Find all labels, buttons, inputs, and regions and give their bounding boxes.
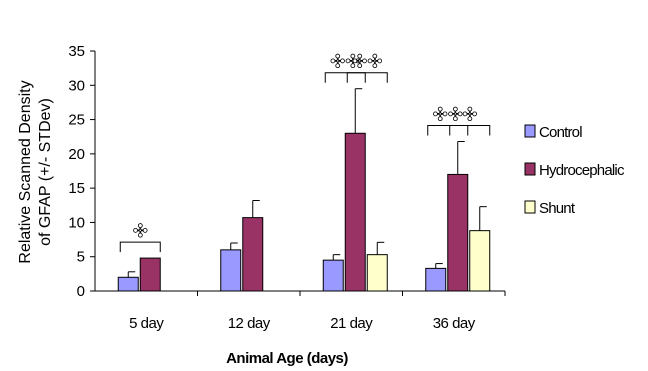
bar-hydrocephalic-2 xyxy=(344,132,366,292)
legend-label: Control xyxy=(539,124,582,141)
bar-hydrocephalic-3 xyxy=(447,173,469,292)
significance-marker: ✣✣ xyxy=(433,105,463,126)
y-tick-label: 15 xyxy=(68,180,85,197)
x-axis-ticks: 5 day 12 day 21 day 36 day xyxy=(129,291,506,332)
bar-control-0 xyxy=(117,276,139,292)
bar-control-2 xyxy=(322,259,344,292)
y-tick-label: 30 xyxy=(68,77,85,94)
legend: Control Hydrocephalic Shunt xyxy=(524,124,626,217)
legend-label: Shunt xyxy=(539,200,576,217)
legend-item-control: Control xyxy=(524,124,583,141)
legend-label: Hydrocephalic xyxy=(539,162,625,179)
significance-bracket-line xyxy=(324,72,366,83)
y-axis-title-line-1: Relative Scanned Density xyxy=(17,80,34,263)
y-tick-label: 20 xyxy=(68,146,85,163)
legend-swatch xyxy=(524,124,536,138)
significance-bracket: ✣✣ xyxy=(346,51,388,83)
significance-bracket-line xyxy=(119,241,161,253)
y-tick-label: 35 xyxy=(68,43,85,60)
y-tick-label: 0 xyxy=(77,283,85,300)
x-tick-label: 36 day xyxy=(433,315,476,332)
bar-shunt-2 xyxy=(366,254,388,292)
y-axis-ticks: 0 5 10 15 20 25 30 35 xyxy=(68,43,95,300)
significance-marker: ✣ xyxy=(462,105,477,126)
significance-bracket: ✣✣ xyxy=(427,104,469,136)
legend-swatch xyxy=(524,200,536,214)
bar-control-1 xyxy=(220,249,242,292)
y-tick-label: 25 xyxy=(68,112,85,129)
legend-item-hydrocephalic: Hydrocephalic xyxy=(524,162,626,179)
y-axis-title: Relative Scanned Density of GFAP (+/- ST… xyxy=(17,80,54,263)
plot-area: ✣✣✣✣✣✣✣ ✣ xyxy=(94,51,505,292)
x-tick-label: 5 day xyxy=(129,315,164,332)
significance-bracket: ✣ xyxy=(119,221,161,253)
significance-bracket: ✣✣ xyxy=(324,51,366,83)
bar-hydrocephalic-1 xyxy=(242,217,264,292)
y-tick-label: 5 xyxy=(77,249,85,266)
significance-bracket-line xyxy=(427,125,469,136)
y-tick-label: 10 xyxy=(68,214,85,231)
bar-control-3 xyxy=(425,267,447,292)
legend-item-shunt: Shunt xyxy=(524,200,577,217)
x-tick-label: 21 day xyxy=(330,315,373,332)
bar-shunt-3 xyxy=(469,230,491,292)
x-axis-title: Animal Age (days) xyxy=(226,350,348,367)
significance-marker: ✣✣ xyxy=(330,52,360,73)
significance-bracket-line xyxy=(449,125,491,136)
significance-marker: ✣ xyxy=(133,221,148,242)
significance-bracket: ✣ xyxy=(449,104,491,136)
bar-hydrocephalic-0 xyxy=(139,257,161,292)
legend-swatch xyxy=(524,162,536,176)
x-tick-label: 12 day xyxy=(228,315,271,332)
significance-marker: ✣✣ xyxy=(352,52,382,73)
significance-bracket-line xyxy=(346,72,388,83)
y-axis-title-line-2: of GFAP (+/- STDev) xyxy=(37,98,54,246)
